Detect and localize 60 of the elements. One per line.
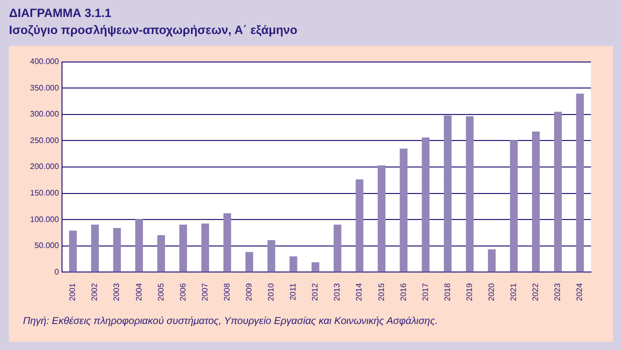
- bar: [267, 240, 276, 272]
- x-tick-label: 2018: [442, 282, 452, 301]
- x-tick-label: 2023: [553, 282, 562, 301]
- bar: [356, 179, 364, 272]
- bar: [201, 224, 210, 272]
- x-tick-label: 2015: [376, 282, 386, 301]
- bar: [554, 112, 562, 272]
- chart-subtitle: Ισοζύγιο προσλήψεων-αποχωρήσεων, Α΄ εξάμηνο: [9, 23, 298, 37]
- x-tick-label: 2020: [487, 282, 496, 301]
- text: Πηγή: Εκθέσεις πληροφοριακού συστήματος, Υπουργείο Εργασίας και Κοινωνικής Ασφάλισης.: [23, 316, 438, 327]
- bar: [488, 249, 496, 272]
- y-tick-label: 50.000: [34, 241, 60, 250]
- y-tick-label: 250.000: [30, 136, 60, 145]
- y-tick-label: 0: [54, 267, 60, 276]
- y-tick-label: 400.000: [30, 57, 60, 66]
- bar: [157, 235, 165, 272]
- x-tick-label: 2024: [575, 282, 584, 301]
- bar: [312, 262, 320, 272]
- x-tick-label: 2003: [112, 282, 122, 301]
- x-tick-label: 2016: [398, 282, 408, 301]
- bar: [179, 224, 188, 272]
- x-tick-label: 2013: [332, 282, 342, 301]
- bar: [245, 252, 254, 272]
- x-tick-label: 2012: [310, 282, 320, 301]
- x-tick-label: 2005: [156, 282, 166, 301]
- bar: [113, 228, 121, 272]
- x-tick-label: 2001: [68, 282, 78, 301]
- bar: [135, 219, 143, 272]
- bar: [223, 213, 232, 272]
- bar: [532, 131, 540, 272]
- x-tick-label: 2022: [531, 282, 540, 301]
- bar: [576, 94, 584, 272]
- bar: [400, 148, 408, 272]
- x-tick-label: 2002: [90, 282, 100, 301]
- y-tick-label: 200.000: [30, 162, 60, 172]
- bar: [69, 230, 77, 272]
- bar: [91, 224, 99, 272]
- bar: [378, 165, 386, 272]
- bar: [444, 115, 452, 272]
- x-tick-label: 2011: [288, 282, 298, 300]
- x-tick-label: 2004: [134, 282, 144, 301]
- y-tick-label: 350.000: [30, 83, 60, 92]
- bar: [334, 224, 342, 272]
- x-tick-label: 2008: [222, 282, 232, 301]
- x-tick-label: 2007: [200, 282, 210, 301]
- x-tick-label: 2021: [509, 282, 518, 301]
- x-tick-label: 2009: [244, 282, 254, 301]
- y-tick-label: 100.000: [30, 214, 60, 224]
- y-tick-label: 300.000: [30, 110, 60, 119]
- bar: [466, 116, 474, 272]
- x-tick-label: 2019: [464, 282, 474, 301]
- bar: [510, 140, 518, 272]
- x-tick-label: 2006: [178, 282, 188, 301]
- bar: [422, 138, 430, 272]
- chart-title: ΔΙΑΓΡΑΜΜΑ 3.1.1: [9, 6, 112, 20]
- y-tick-label: 150.000: [30, 188, 60, 198]
- bar: [290, 256, 298, 272]
- x-tick-label: 2017: [420, 282, 430, 301]
- x-tick-label: 2010: [266, 282, 276, 301]
- x-tick-label: 2014: [354, 282, 364, 301]
